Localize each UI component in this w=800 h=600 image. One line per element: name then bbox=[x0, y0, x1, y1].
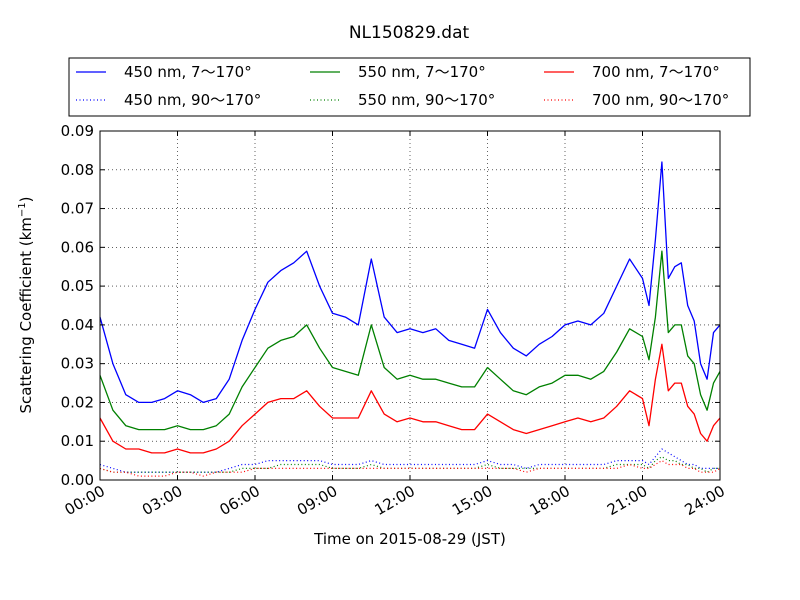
legend-label: 700 nm, 90～170° bbox=[592, 91, 729, 109]
x-tick-label: 06:00 bbox=[217, 482, 263, 519]
y-axis-label-end: ) bbox=[17, 196, 35, 202]
legend-label: 450 nm, 90～170° bbox=[124, 91, 261, 109]
y-tick-label: 0.02 bbox=[61, 393, 94, 411]
y-tick-label: 0.06 bbox=[61, 238, 94, 256]
x-tick-label: 21:00 bbox=[604, 482, 650, 519]
series-line bbox=[99, 343, 721, 454]
legend-label: 550 nm, 7～170° bbox=[358, 63, 486, 81]
series-line bbox=[99, 161, 721, 404]
x-tick-label: 12:00 bbox=[372, 482, 418, 519]
x-axis-label: Time on 2015-08-29 (JST) bbox=[313, 530, 506, 548]
legend-label: 700 nm, 7～170° bbox=[592, 63, 720, 81]
legend-label: 550 nm, 90～170° bbox=[358, 91, 495, 109]
y-tick-labels: 0.00 0.01 0.02 0.03 0.04 0.05 0.06 0.07 0.08 0.09 bbox=[61, 122, 94, 489]
grid-lines bbox=[100, 131, 720, 480]
x-tick-label: 15:00 bbox=[449, 482, 495, 519]
y-tick-label: 0.07 bbox=[61, 200, 94, 218]
y-tick-label: 0.04 bbox=[61, 316, 94, 334]
series-line bbox=[99, 448, 720, 473]
legend: 450 nm, 7～170° 450 nm, 90～170° 550 nm, 7～1… bbox=[68, 57, 751, 117]
series-line bbox=[99, 250, 721, 431]
x-tick-label: 09:00 bbox=[294, 482, 340, 519]
y-tick-label: 0.08 bbox=[61, 161, 94, 179]
x-tick-label: 18:00 bbox=[527, 482, 573, 519]
y-axis-label: Scattering Coefficient (km−1) bbox=[17, 196, 35, 413]
y-tick-label: 0.03 bbox=[61, 355, 94, 373]
y-tick-label: 0.05 bbox=[61, 277, 94, 295]
x-tick-label: 03:00 bbox=[139, 482, 185, 519]
y-axis-label-main: Scattering Coefficient (km bbox=[17, 217, 35, 413]
chart-title: NL150829.dat bbox=[349, 23, 470, 43]
series-layer bbox=[99, 161, 721, 477]
y-tick-label: 0.09 bbox=[61, 122, 94, 140]
y-axis-label-superscript: −1 bbox=[17, 202, 28, 217]
legend-frame bbox=[68, 57, 751, 117]
y-tick-label: 0.00 bbox=[61, 471, 94, 489]
series-line bbox=[99, 460, 721, 477]
y-tick-label: 0.01 bbox=[61, 432, 94, 450]
x-tick-label: 24:00 bbox=[682, 482, 728, 519]
axis-ticks bbox=[99, 130, 721, 481]
legend-label: 450 nm, 7～170° bbox=[124, 63, 252, 81]
x-tick-labels: 00:00 03:00 06:00 09:00 12:00 15:00 18:00 21:00… bbox=[62, 482, 728, 519]
